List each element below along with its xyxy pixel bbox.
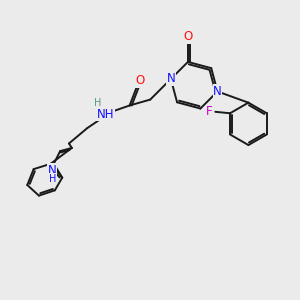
Text: F: F — [206, 105, 212, 118]
Text: O: O — [183, 30, 193, 44]
Text: O: O — [135, 74, 145, 87]
Text: H: H — [49, 174, 56, 184]
Text: N: N — [167, 73, 175, 85]
Text: H: H — [94, 98, 101, 108]
Text: N: N — [213, 85, 222, 98]
Text: N: N — [48, 164, 57, 177]
Text: NH: NH — [97, 108, 114, 121]
